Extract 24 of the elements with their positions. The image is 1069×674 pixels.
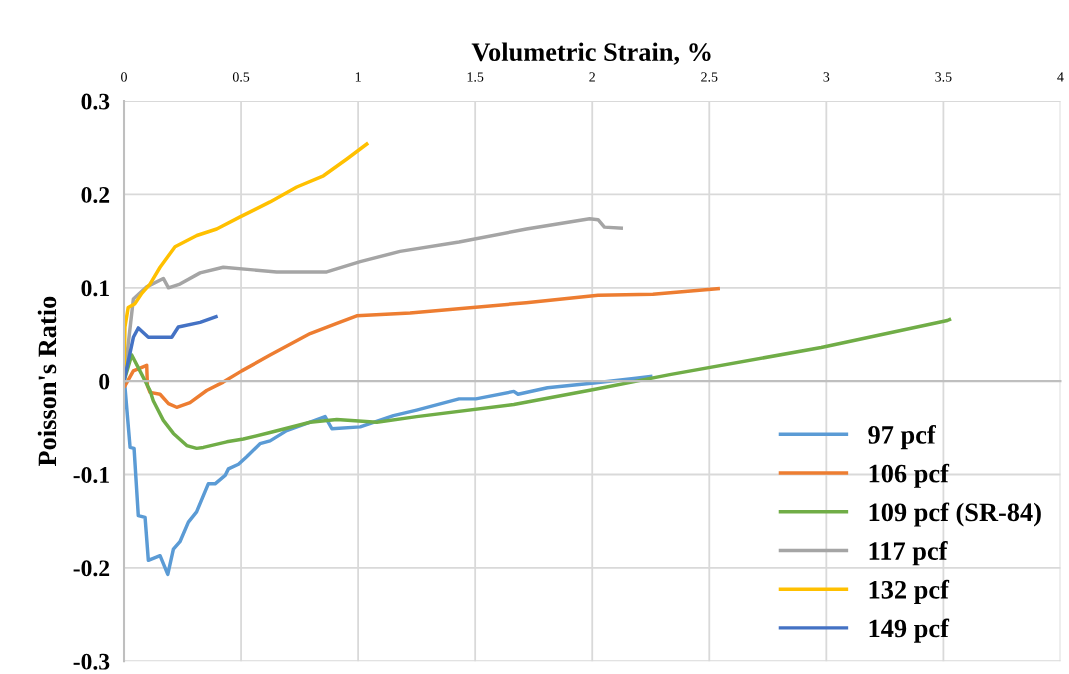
y-tick-label: -0.3 — [73, 653, 110, 670]
x-tick-label: 3.5 — [935, 72, 952, 82]
x-tick-label: 1.5 — [467, 72, 484, 82]
y-tick-label: 0.1 — [81, 280, 109, 297]
y-tick-label: 0.2 — [81, 186, 110, 203]
x-tick-label: 2 — [589, 72, 595, 82]
x-tick-label: 2.5 — [701, 72, 718, 82]
x-tick-label: 4 — [1057, 72, 1064, 82]
y-tick-label: -0.1 — [73, 466, 109, 484]
legend-label: 117 pcf — [869, 541, 948, 566]
y-tick-label: 0.3 — [81, 93, 110, 110]
legend-label: 149 pcf — [869, 618, 950, 643]
legend-label: 109 pcf (SR-84) — [869, 502, 1041, 527]
y-tick-label: 0 — [99, 373, 110, 390]
legend-label: 132 pcf — [869, 579, 950, 605]
x-tick-label: 0.5 — [232, 72, 250, 82]
x-tick-label: 0 — [121, 72, 127, 82]
legend-label: 106 pcf — [869, 463, 950, 488]
x-tick-label: 1 — [355, 72, 361, 82]
y-axis-title: Poisson's Ratio — [37, 296, 57, 467]
x-tick-label: 3 — [823, 72, 830, 82]
y-tick-label: -0.2 — [73, 560, 110, 577]
legend-label: 97 pcf — [868, 424, 936, 450]
x-axis-title: Volumetric Strain, % — [471, 42, 711, 65]
